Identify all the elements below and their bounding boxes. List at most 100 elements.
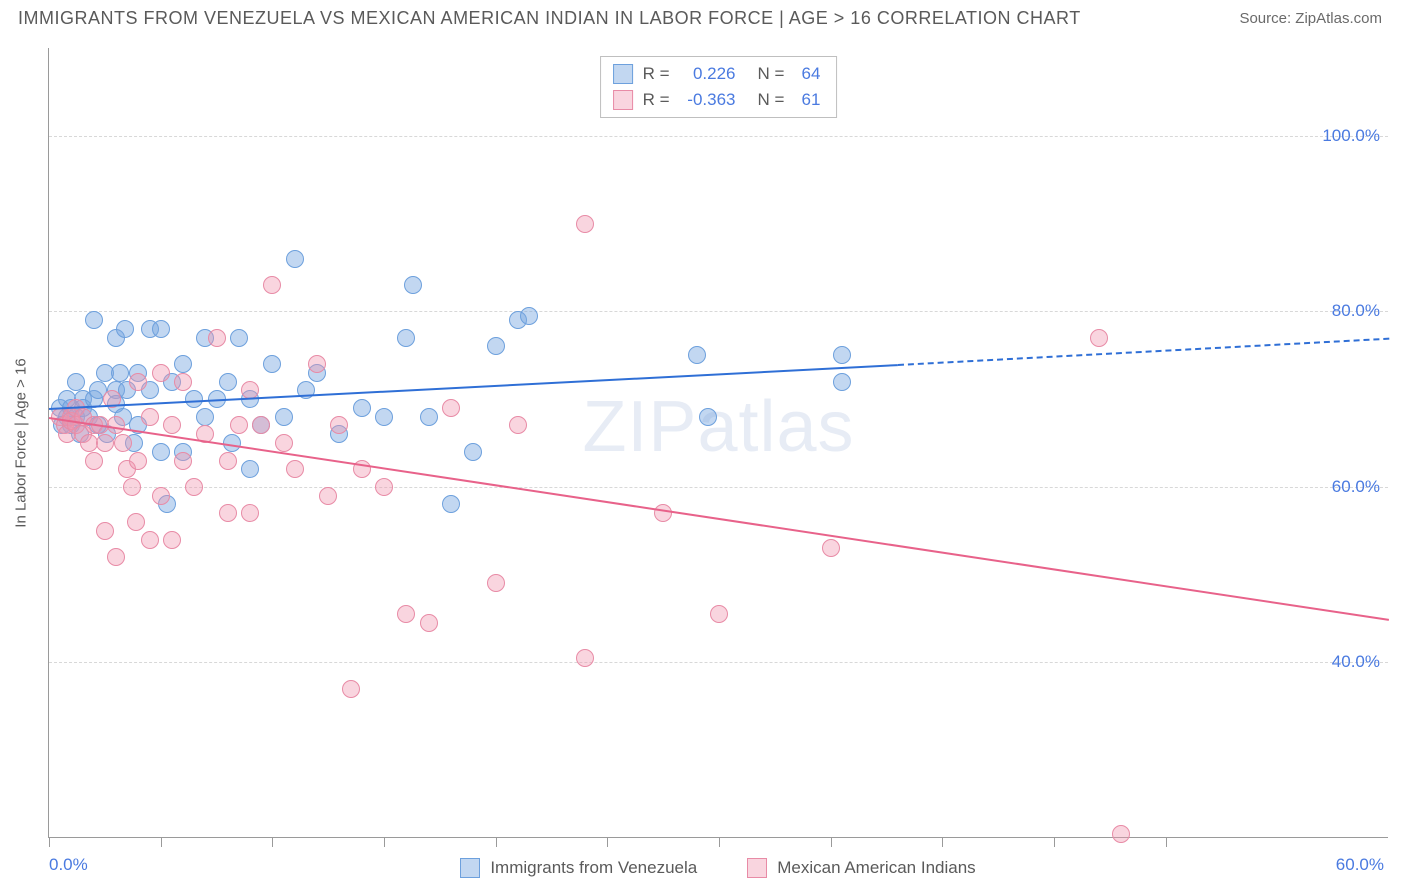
scatter-point [111, 364, 129, 382]
x-tick [942, 837, 943, 847]
y-tick-label: 40.0% [1332, 652, 1390, 672]
gridline [49, 487, 1388, 488]
scatter-point [1090, 329, 1108, 347]
n-value: 64 [794, 61, 824, 87]
scatter-point [152, 487, 170, 505]
scatter-point [487, 574, 505, 592]
y-tick-label: 60.0% [1332, 477, 1390, 497]
scatter-point [96, 434, 114, 452]
scatter-point [275, 434, 293, 452]
scatter-point [219, 373, 237, 391]
scatter-point [275, 408, 293, 426]
legend: Immigrants from Venezuela Mexican America… [48, 858, 1388, 878]
gridline [49, 136, 1388, 137]
scatter-point [141, 531, 159, 549]
scatter-point [174, 452, 192, 470]
scatter-point [85, 452, 103, 470]
scatter-point [397, 329, 415, 347]
scatter-point [163, 531, 181, 549]
scatter-point [420, 614, 438, 632]
x-tick [161, 837, 162, 847]
scatter-point [319, 487, 337, 505]
scatter-point [127, 513, 145, 531]
scatter-point [241, 460, 259, 478]
scatter-point [833, 373, 851, 391]
scatter-point [404, 276, 422, 294]
scatter-point [152, 364, 170, 382]
scatter-point [442, 399, 460, 417]
scatter-point [822, 539, 840, 557]
x-tick [607, 837, 608, 847]
scatter-point [163, 416, 181, 434]
scatter-point [107, 548, 125, 566]
scatter-point [710, 605, 728, 623]
scatter-point [252, 416, 270, 434]
x-tick [49, 837, 50, 847]
scatter-point [219, 452, 237, 470]
x-tick [384, 837, 385, 847]
scatter-point [185, 478, 203, 496]
series-swatch [460, 858, 480, 878]
series-swatch [613, 64, 633, 84]
scatter-point [688, 346, 706, 364]
scatter-point [141, 408, 159, 426]
scatter-point [152, 443, 170, 461]
scatter-point [397, 605, 415, 623]
r-label: R = [643, 87, 670, 113]
scatter-point [85, 311, 103, 329]
legend-item: Mexican American Indians [747, 858, 975, 878]
plot-wrap: ZIPatlas R =0.226N =64R =-0.363N =61 In … [48, 48, 1388, 838]
legend-item: Immigrants from Venezuela [460, 858, 697, 878]
scatter-point [174, 373, 192, 391]
plot-area: ZIPatlas R =0.226N =64R =-0.363N =61 In … [48, 48, 1388, 838]
x-tick [272, 837, 273, 847]
scatter-point [230, 329, 248, 347]
scatter-point [464, 443, 482, 461]
scatter-point [196, 408, 214, 426]
n-value: 61 [794, 87, 824, 113]
y-axis-label: In Labor Force | Age > 16 [13, 358, 30, 527]
r-label: R = [643, 61, 670, 87]
scatter-point [152, 320, 170, 338]
scatter-point [208, 329, 226, 347]
x-tick [496, 837, 497, 847]
x-tick [719, 837, 720, 847]
scatter-point [442, 495, 460, 513]
scatter-point [129, 452, 147, 470]
scatter-point [576, 649, 594, 667]
header: IMMIGRANTS FROM VENEZUELA VS MEXICAN AME… [0, 0, 1406, 33]
scatter-point [185, 390, 203, 408]
y-tick-label: 80.0% [1332, 301, 1390, 321]
scatter-point [174, 355, 192, 373]
scatter-point [308, 355, 326, 373]
scatter-point [129, 373, 147, 391]
x-tick [1166, 837, 1167, 847]
stats-row: R = -0.363 N = 61 [613, 87, 825, 113]
scatter-point [123, 478, 141, 496]
scatter-point [286, 250, 304, 268]
x-tick [831, 837, 832, 847]
scatter-point [96, 522, 114, 540]
scatter-point [286, 460, 304, 478]
series-swatch [747, 858, 767, 878]
scatter-point [241, 504, 259, 522]
watermark: ZIPatlas [582, 386, 854, 468]
x-tick [1054, 837, 1055, 847]
gridline [49, 662, 1388, 663]
n-label: N = [758, 87, 785, 113]
stats-row: R =0.226N =64 [613, 61, 825, 87]
scatter-point [1112, 825, 1130, 843]
legend-label: Immigrants from Venezuela [490, 858, 697, 878]
scatter-point [833, 346, 851, 364]
scatter-point [487, 337, 505, 355]
gridline [49, 311, 1388, 312]
scatter-point [219, 504, 237, 522]
chart-title: IMMIGRANTS FROM VENEZUELA VS MEXICAN AME… [18, 8, 1081, 29]
scatter-point [330, 416, 348, 434]
scatter-point [375, 478, 393, 496]
scatter-point [67, 373, 85, 391]
trend-line [898, 338, 1389, 366]
r-value: -0.363 [680, 87, 740, 113]
scatter-point [230, 416, 248, 434]
y-tick-label: 100.0% [1322, 126, 1390, 146]
